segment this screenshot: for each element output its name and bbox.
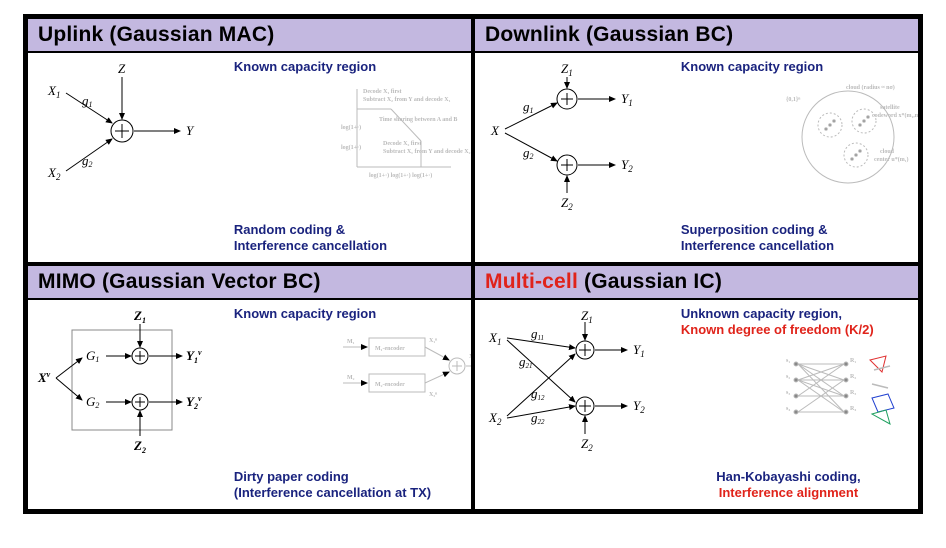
svg-text:Decode X₁ first: Decode X₁ first	[363, 89, 401, 95]
svg-text:Z: Z	[118, 61, 126, 76]
svg-text:center u*(m₁): center u*(m₁)	[874, 156, 909, 163]
svg-text:Y: Y	[186, 123, 195, 138]
multicell-bottom-label: Han-Kobayashi coding, Interference align…	[671, 469, 906, 502]
svg-text:g2: g2	[82, 153, 93, 169]
svg-text:satellite: satellite	[880, 105, 900, 111]
svg-text:g1: g1	[82, 93, 93, 109]
svg-text:Y2v: Y2v	[186, 394, 202, 411]
multicell-top-label: Unknown capacity region, Known degree of…	[681, 306, 906, 339]
svg-text:Z1: Z1	[133, 308, 146, 325]
uplink-top-label: Known capacity region	[234, 59, 459, 75]
header-mimo: MIMO (Gaussian Vector BC)	[28, 266, 471, 300]
text-uplink: Known capacity region Decode X₁ first Su…	[224, 59, 463, 256]
multicell-top-line2: Known degree of freedom (K/2)	[681, 322, 874, 337]
svg-text:Y1: Y1	[633, 342, 645, 359]
svg-text:log(1+·): log(1+·)	[341, 144, 361, 151]
svg-text:M₁-encoder: M₁-encoder	[375, 346, 405, 352]
mimo-top-label: Known capacity region	[234, 306, 459, 322]
svg-text:s₁: s₁	[786, 358, 790, 364]
svg-text:s₄: s₄	[786, 406, 790, 412]
svg-text:X2: X2	[47, 165, 61, 182]
svg-text:log(1+·): log(1+·)	[341, 124, 361, 131]
cell-downlink: Downlink (Gaussian BC) X Z1 Z2 Y1	[473, 17, 920, 264]
svg-text:Subtract X₂ from Y and decode: Subtract X₂ from Y and decode X₁	[363, 97, 451, 103]
header-multicell: Multi-cell (Gaussian IC)	[475, 266, 918, 300]
content-multicell: X1 X2 Z1 Z2 Y1 Y2 g11	[475, 300, 918, 509]
svg-text:Z1: Z1	[581, 308, 593, 325]
svg-text:s₂: s₂	[786, 374, 790, 380]
downlink-top-label: Known capacity region	[681, 59, 906, 75]
svg-text:G1: G1	[86, 348, 99, 364]
downlink-bottom-label: Superposition coding & Interference canc…	[681, 222, 906, 255]
svg-text:R₃: R₃	[850, 390, 856, 396]
svg-text:g11: g11	[531, 326, 544, 342]
multicell-title-prefix: Multi-cell	[485, 270, 578, 293]
svg-text:g1: g1	[523, 99, 534, 115]
svg-text:Subtract X₁ from Y and decode: Subtract X₁ from Y and decode X₂	[383, 149, 471, 155]
diagram-mac: X1 X2 Z Y g1 g2	[36, 59, 224, 256]
multicell-bot-line1: Han-Kobayashi coding,	[716, 469, 860, 484]
content-uplink: X1 X2 Z Y g1 g2 Known capacity region	[28, 53, 471, 262]
svg-text:Y2: Y2	[621, 157, 633, 174]
diagram-ic: X1 X2 Z1 Z2 Y1 Y2 g11	[483, 306, 671, 503]
cell-multicell: Multi-cell (Gaussian IC) X1 X2	[473, 264, 920, 511]
svg-text:X: X	[490, 123, 500, 138]
svg-text:Z1: Z1	[561, 61, 573, 78]
svg-text:X₁ⁿ: X₁ⁿ	[429, 338, 438, 344]
comparison-grid: Uplink (Gaussian MAC) X1 X2 Z Y g1 g2	[23, 14, 923, 514]
svg-text:Z2: Z2	[581, 436, 593, 453]
cell-uplink: Uplink (Gaussian MAC) X1 X2 Z Y g1 g2	[26, 17, 473, 264]
svg-text:Z2: Z2	[133, 438, 146, 455]
svg-text:R₄: R₄	[850, 406, 856, 412]
svg-text:X1: X1	[488, 330, 501, 347]
mimo-bottom-label: Dirty paper coding (Interference cancell…	[234, 469, 459, 502]
faint-encoder-boxes: M₁M₁-encoderX₁ⁿ M₂M₂-encoderX₂ⁿ Xⁿ	[339, 328, 459, 428]
faint-capacity-region: Decode X₁ first Subtract X₂ from Y and d…	[339, 81, 459, 181]
svg-text:M₂-encoder: M₂-encoder	[375, 382, 405, 388]
svg-text:s₃: s₃	[786, 390, 790, 396]
text-multicell: Unknown capacity region, Known degree of…	[671, 306, 910, 503]
svg-text:X1: X1	[47, 83, 60, 100]
multicell-top-line1: Unknown capacity region,	[681, 306, 842, 321]
faint-alignment: s₁ s₂ s₃ s₄ R₁ R₂ R₃ R₄	[786, 354, 906, 454]
uplink-bottom-label: Random coding & Interference cancellatio…	[234, 222, 459, 255]
svg-text:M₂: M₂	[347, 375, 355, 381]
svg-text:Time sharing between A and B: Time sharing between A and B	[379, 117, 457, 123]
svg-text:Y2: Y2	[633, 398, 645, 415]
svg-text:R₂: R₂	[850, 374, 856, 380]
diagram-bc: X Z1 Z2 Y1 Y2 g1 g2	[483, 59, 671, 256]
svg-text:Z2: Z2	[561, 195, 573, 212]
cell-mimo: MIMO (Gaussian Vector BC) Xv G1 G2	[26, 264, 473, 511]
svg-text:g21: g21	[519, 354, 533, 370]
svg-text:X₂ⁿ: X₂ⁿ	[429, 392, 438, 398]
svg-text:X2: X2	[488, 410, 502, 427]
svg-text:codeword x*(m₁,m₂): codeword x*(m₁,m₂)	[872, 112, 920, 119]
svg-text:{0,1}ⁿ: {0,1}ⁿ	[786, 97, 801, 103]
multicell-title-suffix: (Gaussian IC)	[578, 270, 722, 293]
header-downlink: Downlink (Gaussian BC)	[475, 19, 918, 53]
svg-text:G2: G2	[86, 394, 99, 410]
svg-text:M₁: M₁	[347, 339, 355, 345]
svg-text:cloud: cloud	[880, 149, 895, 155]
multicell-bot-line2: Interference alignment	[719, 485, 858, 500]
svg-text:Xv: Xv	[37, 370, 51, 385]
svg-text:log(1+·) log(1+·) log(1+·): log(1+·) log(1+·) log(1+·)	[369, 172, 432, 179]
svg-text:Y1: Y1	[621, 91, 633, 108]
diagram-vector-bc: Xv G1 G2 Z1 Z2 Y1v Y2v	[36, 306, 224, 503]
text-mimo: Known capacity region M₁ M₁-encoder X₁ⁿ M₂…	[224, 306, 463, 503]
content-downlink: X Z1 Z2 Y1 Y2 g1 g2 K	[475, 53, 918, 262]
svg-text:Y1v: Y1v	[186, 348, 202, 365]
header-uplink: Uplink (Gaussian MAC)	[28, 19, 471, 53]
content-mimo: Xv G1 G2 Z1 Z2 Y1v Y2v	[28, 300, 471, 509]
svg-text:Decode X₂ first: Decode X₂ first	[383, 141, 421, 147]
faint-cloud-circle: {0,1}ⁿ cloud (radius ≈ nσ) satellite cod…	[786, 81, 906, 181]
svg-text:R₁: R₁	[850, 358, 856, 364]
svg-text:cloud (radius ≈ nσ): cloud (radius ≈ nσ)	[846, 84, 895, 91]
text-downlink: Known capacity region {0,1}ⁿ cloud (radi…	[671, 59, 910, 256]
